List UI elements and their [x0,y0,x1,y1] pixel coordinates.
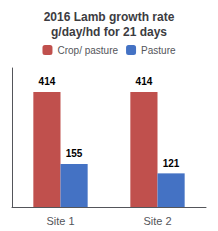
svg-text:Site 2: Site 2 [143,215,171,227]
svg-text:121: 121 [163,158,180,169]
svg-text:Crop/ pasture: Crop/ pasture [57,45,118,56]
svg-text:155: 155 [66,148,83,159]
svg-text:Pasture: Pasture [141,45,176,56]
svg-text:g/day/hd for 21 days: g/day/hd for 21 days [51,25,167,39]
svg-text:Site 1: Site 1 [46,215,74,227]
svg-text:414: 414 [39,76,56,87]
svg-text:2016 Lamb growth rate: 2016 Lamb growth rate [44,10,175,24]
svg-text:414: 414 [136,76,153,87]
